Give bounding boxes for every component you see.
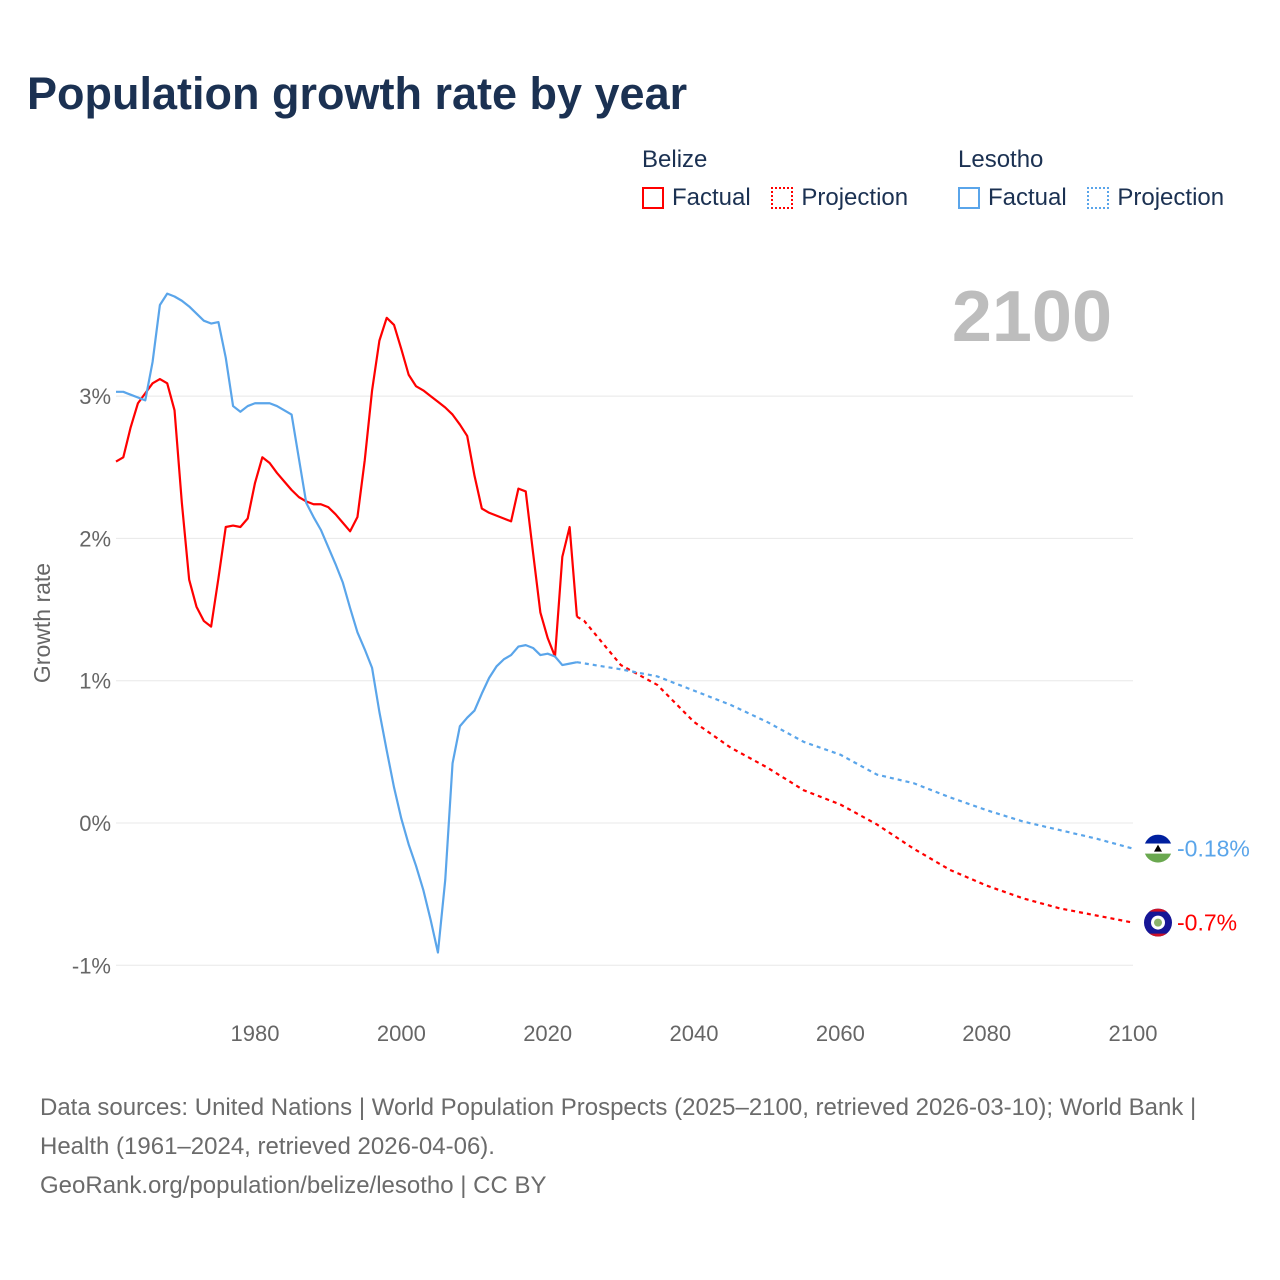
- dotted-swatch-icon: [771, 187, 794, 209]
- flag-emblem-center: [1154, 918, 1162, 927]
- lesotho-projection-line: [576, 661, 1134, 850]
- flag-body: [1144, 834, 1172, 863]
- lesotho-flag-icon: [1144, 834, 1172, 863]
- flag-stripe: [1144, 933, 1172, 937]
- chart-title: Population growth rate by year: [27, 68, 688, 119]
- x-tick-label: 2040: [670, 1021, 719, 1046]
- lesotho-factual-line: [116, 292, 578, 954]
- legend-group-name: Lesotho: [958, 146, 1044, 173]
- legend-label: Factual: [672, 184, 751, 211]
- dotted-swatch-icon: [1087, 187, 1110, 209]
- flag-stripe: [1144, 853, 1172, 863]
- belize-end-value-label: -0.7%: [1177, 910, 1237, 936]
- x-tick-label: 2020: [523, 1021, 572, 1046]
- hat-icon: [1154, 844, 1162, 852]
- legend-belize-factual[interactable]: Factual: [642, 184, 751, 212]
- y-tick-label: 3%: [79, 384, 111, 409]
- x-tick-label: 2100: [1109, 1021, 1158, 1046]
- flag-stripe: [1144, 834, 1172, 844]
- belize-projection-line: [576, 615, 1134, 924]
- lesotho-end-value-label: -0.18%: [1177, 836, 1250, 862]
- flag-body: [1144, 908, 1172, 937]
- legend-label: Projection: [801, 184, 909, 211]
- y-axis-label: Growth rate: [29, 563, 55, 683]
- y-tick-label: 0%: [79, 811, 111, 836]
- y-tick-label: 2%: [79, 526, 111, 551]
- solid-swatch-icon: [642, 187, 664, 209]
- legend-belize-projection[interactable]: Projection: [771, 184, 908, 212]
- y-tick-label: 1%: [79, 669, 111, 694]
- footer: Data sources: United Nations | World Pop…: [40, 1088, 1240, 1205]
- credit-link[interactable]: GeoRank.org/population/belize/lesotho | …: [40, 1172, 547, 1199]
- x-tick-label: 2000: [377, 1021, 426, 1046]
- x-tick-label: 2060: [816, 1021, 865, 1046]
- legend-lesotho-factual[interactable]: Factual: [958, 184, 1067, 212]
- legend-group-name: Belize: [642, 146, 708, 173]
- x-tick-label: 1980: [231, 1021, 280, 1046]
- legend-lesotho-projection[interactable]: Projection: [1087, 184, 1224, 212]
- x-tick-label: 2080: [962, 1021, 1011, 1046]
- legend-label: Projection: [1117, 184, 1225, 211]
- data-sources: Data sources: United Nations | World Pop…: [40, 1094, 1197, 1160]
- current-year-label: 2100: [951, 277, 1112, 357]
- legend-label: Factual: [988, 184, 1067, 211]
- flag-stripe: [1144, 908, 1172, 912]
- solid-swatch-icon: [958, 187, 980, 209]
- y-tick-label: -1%: [72, 953, 111, 978]
- legend-lesotho: Lesotho Factual Projection: [958, 146, 1224, 216]
- legend-belize: Belize Factual Projection: [642, 146, 922, 216]
- belize-flag-icon: [1144, 908, 1172, 937]
- belize-factual-line: [115, 316, 579, 658]
